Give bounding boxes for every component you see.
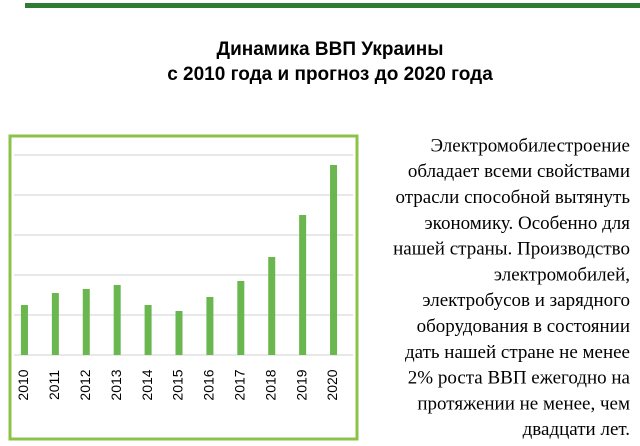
bar [20, 305, 28, 355]
bar [299, 215, 307, 355]
paragraph-line: отрасли способной вытянуть [396, 187, 631, 208]
x-tick-label: 2014 [139, 369, 155, 400]
x-tick-label: 2013 [108, 369, 124, 400]
x-tick-label: 2016 [201, 369, 217, 400]
bar [330, 165, 338, 355]
paragraph-line: Электромобилестроение [430, 135, 630, 156]
paragraph-line: обладает всеми свойствами [408, 161, 630, 182]
bar [237, 281, 245, 355]
x-tick-label: 2017 [232, 369, 248, 400]
x-tick-label: 2011 [46, 370, 62, 400]
chart-title: с 2010 года и прогноз до 2020 года [167, 64, 493, 85]
bar [175, 311, 183, 355]
bar [82, 289, 90, 355]
paragraph-line: экономику. Особенно для [425, 213, 631, 234]
x-tick-label: 2018 [262, 369, 278, 400]
paragraph-line: двадцати лет. [523, 419, 630, 440]
paragraph-line: протяжении не менее, чем [417, 393, 630, 414]
chart-frame [8, 134, 359, 441]
bar [268, 257, 276, 355]
bar [113, 285, 121, 355]
paragraph-line: нашей страны. Производство [393, 239, 630, 260]
x-tick-label: 2020 [324, 369, 340, 400]
x-tick-label: 2019 [293, 369, 309, 400]
bar [51, 293, 59, 355]
x-tick-label: 2012 [77, 369, 93, 400]
paragraph-line: электромобилей, [494, 264, 630, 285]
bar [206, 297, 214, 355]
paragraph-line: оборудования в состоянии [417, 316, 630, 337]
x-tick-label: 2010 [15, 369, 31, 400]
x-tick-label: 2015 [170, 369, 186, 400]
top-rule [25, 3, 640, 8]
paragraph-line: дать нашей стране не менее [405, 342, 630, 363]
chart-title: Динамика ВВП Украины [217, 39, 444, 60]
paragraph-line: 2% роста ВВП ежегодно на [408, 368, 631, 389]
bar [144, 305, 152, 355]
paragraph-line: электробусов и зарядного [422, 290, 630, 311]
